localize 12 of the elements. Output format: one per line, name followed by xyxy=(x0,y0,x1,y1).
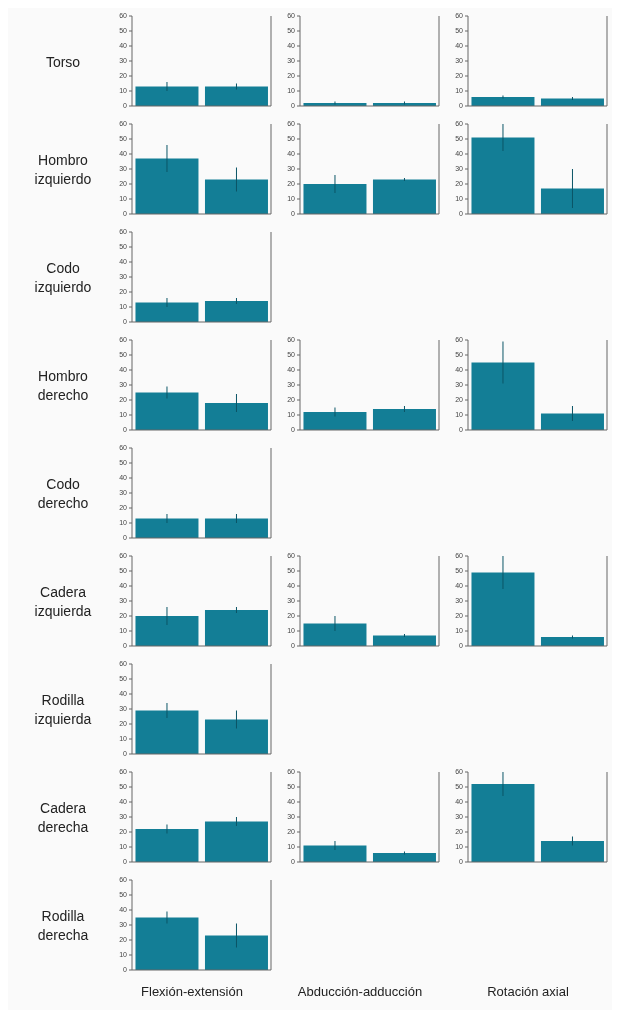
y-axis-title: Codo izquierdo xyxy=(33,259,93,297)
y-axis-title: Hombro izquierdo xyxy=(33,151,93,189)
y-axis-title: Hombro derecho xyxy=(36,367,90,405)
x-axis-title: Flexión-extensión xyxy=(140,984,244,999)
x-axis-title: Rotación axial xyxy=(486,984,570,999)
y-axis-title: Rodilla izquierda xyxy=(33,691,93,729)
y-axis-title: Codo derecho xyxy=(36,475,90,513)
y-axis-title: Cadera izquierda xyxy=(33,583,93,621)
y-axis-title: Torso xyxy=(44,52,82,72)
x-axis-title: Abducción-adducción xyxy=(296,984,424,999)
y-axis-title: Rodilla derecha xyxy=(36,907,90,945)
y-axis-title: Cadera derecha xyxy=(36,799,90,837)
